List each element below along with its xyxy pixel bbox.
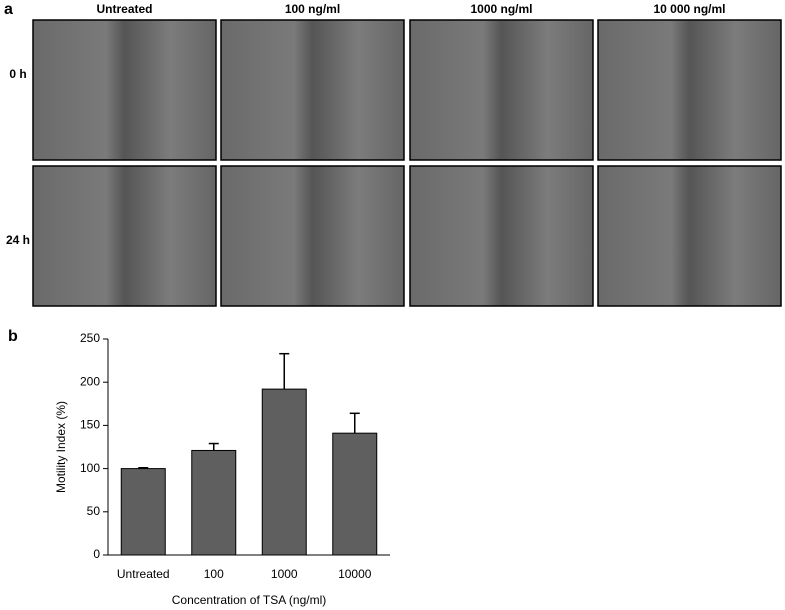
bar	[120, 468, 166, 556]
micrograph-border	[32, 19, 217, 161]
x-tick-label: 1000	[271, 567, 298, 581]
x-axis-title: Concentration of TSA (ng/ml)	[172, 593, 327, 607]
column-header: Untreated	[96, 2, 152, 16]
micrograph-border	[409, 165, 594, 307]
bar	[261, 388, 307, 556]
panel-label: b	[8, 328, 18, 345]
row-label: 0 h	[9, 67, 26, 81]
y-tick-label: 0	[93, 547, 100, 561]
y-tick-label: 100	[80, 461, 100, 475]
y-tick-label: 150	[80, 418, 100, 432]
x-tick-label: 10000	[338, 567, 372, 581]
micrograph-border	[220, 19, 405, 161]
micrograph-border	[32, 165, 217, 307]
y-tick-label: 250	[80, 331, 100, 345]
row-label: 24 h	[6, 233, 30, 247]
micrograph	[33, 166, 216, 306]
column-header: 100 ng/ml	[285, 2, 340, 16]
x-tick-label: Untreated	[117, 567, 170, 581]
micrograph	[410, 20, 593, 160]
y-tick-label: 50	[87, 504, 101, 518]
panel-a: Untreated 100 ng/ml 1000 ng/ml 10 000 ng/ml…	[6, 0, 782, 307]
y-axis-title: Motility Index (%)	[54, 401, 68, 493]
micrograph	[598, 166, 781, 306]
bar	[191, 449, 237, 556]
micrograph-border	[597, 19, 782, 161]
micrograph	[410, 166, 593, 306]
column-header: 10 000 ng/ml	[653, 2, 725, 16]
chart: 0 50 100 150 200 250 Untreated 100 1000 10000 Conc…	[54, 331, 390, 607]
x-tick-label: 100	[204, 567, 224, 581]
y-tick-label: 200	[80, 374, 100, 388]
bar	[332, 432, 378, 556]
micrograph-border	[409, 19, 594, 161]
micrograph-border	[220, 165, 405, 307]
micrograph	[33, 20, 216, 160]
column-header: 1000 ng/ml	[470, 2, 532, 16]
micrograph	[598, 20, 781, 160]
panel-label: a	[4, 1, 13, 18]
micrograph	[221, 166, 404, 306]
micrograph-border	[597, 165, 782, 307]
micrograph	[221, 20, 404, 160]
